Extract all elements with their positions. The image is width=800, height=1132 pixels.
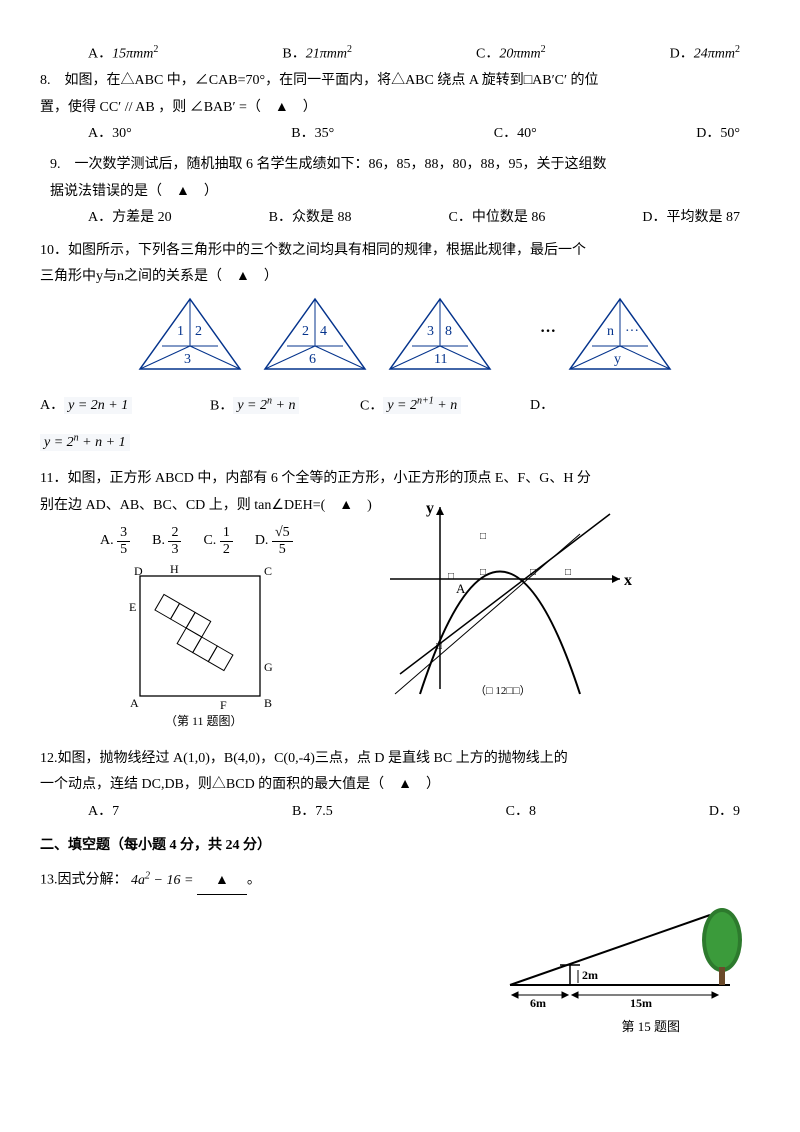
svg-text:□: □	[480, 531, 486, 542]
svg-text:2m: 2m	[582, 968, 598, 982]
svg-text:8: 8	[445, 324, 452, 339]
svg-text:4: 4	[320, 324, 327, 339]
q9-opt-b: B．众数是 88	[269, 205, 352, 232]
svg-text:15m: 15m	[630, 996, 652, 1010]
q12-parabola-figure: x y A □ □ □ □ □ □ （□ 12□□）	[380, 499, 640, 710]
q10-opt-b: B．y = 2n + n	[210, 392, 360, 420]
q11-opt-b: B. 23	[152, 525, 181, 557]
svg-text:□: □	[448, 571, 454, 582]
q7-opt-d: D．24πmm2	[670, 40, 740, 68]
svg-text:（□ 12□□）: （□ 12□□）	[475, 684, 531, 697]
q9-opt-d: D．平均数是 87	[642, 205, 740, 232]
q12-opt-b: B．7.5	[292, 799, 333, 826]
svg-text:2: 2	[302, 324, 309, 339]
svg-text:A: A	[456, 581, 466, 596]
q9-text1: 9. 一次数学测试后，随机抽取 6 名学生成绩如下：86，85，88，80，88…	[40, 152, 760, 179]
svg-text:n: n	[607, 324, 614, 339]
q9-text2: 据说法错误的是（ ▲ ）	[40, 179, 760, 206]
q12-text2: 一个动点，连结 DC,DB，则△BCD 的面积的最大值是（ ▲ ）	[40, 772, 760, 799]
svg-text:E: E	[129, 600, 136, 614]
svg-text:3: 3	[184, 352, 191, 367]
q8-text1: 8. 如图，在△ABC 中，∠CAB=70°，在同一平面内，将△ABC 绕点 A…	[40, 68, 760, 95]
q8-opt-d: D．50°	[696, 121, 740, 148]
svg-text:···: ···	[540, 323, 556, 340]
q9-opt-a: A．方差是 20	[88, 205, 172, 232]
svg-text:C: C	[264, 564, 272, 578]
q12-text1: 12.如图，抛物线经过 A(1,0)，B(4,0)，C(0,-4)三点，点 D …	[40, 746, 760, 773]
q8-options: A．30° B．35° C．40° D．50°	[40, 121, 760, 148]
q12-opt-a: A．7	[88, 799, 119, 826]
q8-opt-b: B．35°	[291, 121, 334, 148]
section2-heading: 二、填空题（每小题 4 分，共 24 分）	[40, 833, 760, 860]
q10-opt-a: A．y = 2n + 1	[40, 393, 210, 420]
q12-opt-c: C．8	[506, 799, 536, 826]
q12-options: A．7 B．7.5 C．8 D．9	[40, 799, 760, 826]
q11-opt-d: D. √55	[255, 525, 293, 557]
svg-text:（第 11 题图）: （第 11 题图）	[165, 714, 243, 728]
q10-text2: 三角形中y与n之间的关系是（ ▲ ）	[40, 264, 760, 291]
svg-text:6m: 6m	[530, 996, 546, 1010]
q11-opt-a: A. 35	[100, 525, 130, 557]
q11-text2: 别在边 AD、AB、BC、CD 上，则 tan∠DEH=( ▲ )	[40, 498, 372, 513]
q10-opt-c: C．y = 2n+1 + n	[360, 392, 530, 420]
svg-text:H: H	[170, 562, 179, 576]
svg-text:D: D	[134, 564, 143, 578]
q7-opt-a: A．15πmm2	[88, 40, 158, 68]
q8-opt-c: C．40°	[494, 121, 537, 148]
q10-text1: 10．如图所示，下列各三角形中的三个数之间均具有相同的规律，根据此规律，最后一个	[40, 238, 760, 265]
svg-text:A: A	[130, 696, 139, 710]
svg-text:B: B	[264, 696, 272, 710]
svg-text:y: y	[426, 500, 434, 517]
q15-figure: 6m 2m 15m	[40, 905, 760, 1015]
svg-text:2: 2	[195, 324, 202, 339]
q8-opt-a: A．30°	[88, 121, 132, 148]
svg-text:F: F	[220, 698, 227, 712]
svg-text:11: 11	[434, 352, 447, 367]
svg-text:3: 3	[427, 324, 434, 339]
svg-text:6: 6	[309, 352, 316, 367]
q11-opt-c: C. 12	[203, 525, 232, 557]
q10-opt-d: y = 2n + n + 1	[40, 428, 760, 456]
svg-text:□: □	[530, 567, 536, 578]
q7-opt-c: C．20πmm2	[476, 40, 546, 68]
q11-square-figure: D C E H G A F B （第 11 题图）	[40, 557, 340, 742]
q8-text2: 置，使得 CC′ // AB ，则 ∠BAB′ =（ ▲ ）	[40, 95, 760, 122]
svg-text:···: ···	[625, 324, 639, 339]
svg-text:x: x	[624, 572, 632, 589]
svg-text:□: □	[480, 567, 486, 578]
q11-text1: 11．如图，正方形 ABCD 中，内部有 6 个全等的正方形，小正方形的顶点 E…	[40, 466, 760, 493]
q7-opt-b: B．21πmm2	[282, 40, 352, 68]
q15-caption: 第 15 题图	[40, 1015, 760, 1040]
svg-text:□: □	[565, 567, 571, 578]
svg-text:G: G	[264, 660, 273, 674]
svg-text:□: □	[436, 641, 442, 652]
q9-options: A．方差是 20 B．众数是 88 C．中位数是 86 D．平均数是 87	[40, 205, 760, 232]
svg-text:1: 1	[177, 324, 184, 339]
q11-options: A. 35 B. 23 C. 12 D. √55	[40, 519, 340, 557]
q9-opt-c: C．中位数是 86	[449, 205, 546, 232]
q7-options: A．15πmm2 B．21πmm2 C．20πmm2 D．24πmm2	[40, 40, 760, 68]
q13: 13.因式分解： 4a2 − 16 = ▲。	[40, 866, 760, 895]
svg-text:y: y	[614, 352, 621, 367]
q10-opt-d-label: D．	[530, 393, 554, 420]
q12-opt-d: D．9	[709, 799, 740, 826]
q10-figure: 1232463811n···y ···	[40, 291, 760, 392]
